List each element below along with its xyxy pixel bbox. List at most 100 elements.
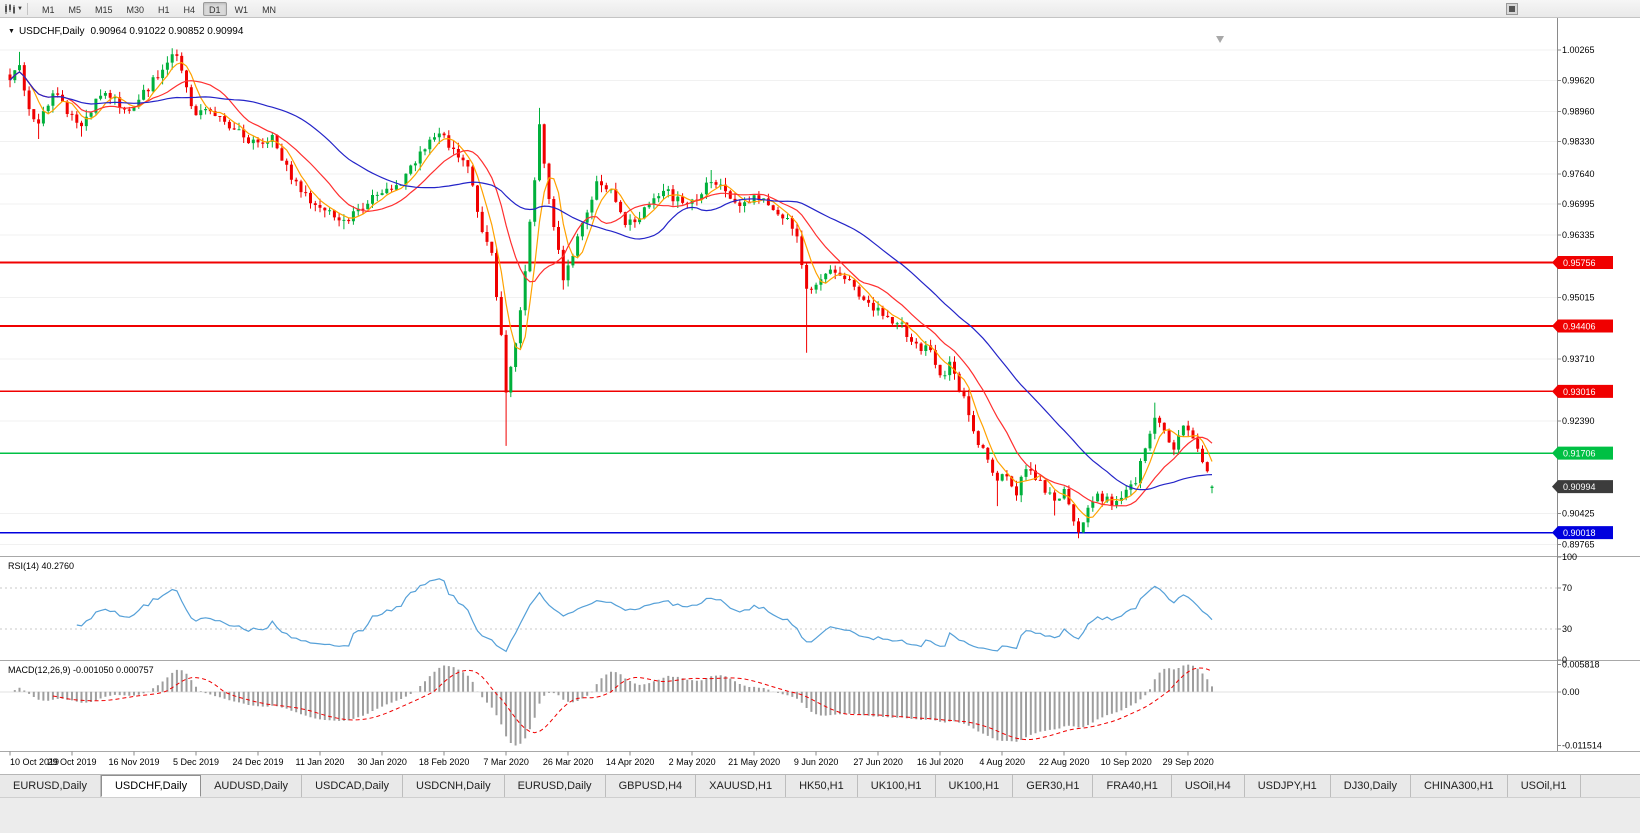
tab-7-xauusd-h1[interactable]: XAUUSD,H1 [696,775,787,797]
svg-text:30 Jan 2020: 30 Jan 2020 [357,757,407,767]
svg-text:0.98330: 0.98330 [1562,136,1595,146]
timeframe-button-w1[interactable]: W1 [234,4,249,15]
tab-12-fra40-h1[interactable]: FRA40,H1 [1093,775,1172,797]
svg-text:26 Mar 2020: 26 Mar 2020 [543,757,594,767]
docked-icon [1509,6,1515,12]
timeframe-button-h1[interactable]: H1 [158,4,170,15]
svg-text:0.00: 0.00 [1562,687,1580,697]
tab-4-usdcnh-daily[interactable]: USDCNH,Daily [403,775,505,797]
toolbar-separator [26,2,28,15]
tab-2-audusd-daily[interactable]: AUDUSD,Daily [201,775,303,797]
price-axis: 1.00265 0.99620 0.98960 0.98330 0.97640 0.969… [1557,45,1595,550]
svg-text:7 Mar 2020: 7 Mar 2020 [483,757,529,767]
svg-text:0.005818: 0.005818 [1562,660,1600,670]
svg-text:9 Jun 2020: 9 Jun 2020 [794,757,839,767]
svg-text:11 Jan 2020: 11 Jan 2020 [296,757,345,767]
svg-text:16 Jul 2020: 16 Jul 2020 [917,757,964,767]
chart-title: ▼ USDCHF,Daily 0.90964 0.91022 0.90852 0.9… [8,26,243,37]
timeframe-button-d1[interactable]: D1 [203,1,227,16]
rsi-axis: 100 70 30 0 [1557,552,1577,665]
svg-text:21 May 2020: 21 May 2020 [728,757,780,767]
svg-text:100: 100 [1562,552,1577,562]
svg-text:29 Oct 2019: 29 Oct 2019 [47,757,96,767]
timeframe-button-h4[interactable]: H4 [183,4,196,15]
timeframe-button-mn[interactable]: MN [262,4,277,15]
chart-symbol-label: USDCHF,Daily [18,26,85,37]
svg-text:0.99620: 0.99620 [1562,76,1595,86]
tab-0-eurusd-daily[interactable]: EURUSD,Daily [0,775,101,797]
macd-signal-line [52,667,1213,741]
tab-9-uk100-h1[interactable]: UK100,H1 [857,775,936,797]
svg-text:22 Aug 2020: 22 Aug 2020 [1039,757,1090,767]
tab-3-usdcad-daily[interactable]: USDCAD,Daily [302,775,404,797]
macd-histogram [13,664,1213,746]
tab-8-hk50-h1[interactable]: HK50,H1 [786,775,858,797]
tab-17-usoil-h1[interactable]: USOil,H1 [1507,775,1581,797]
chart-ohlc-values: 0.90964 0.91022 0.90852 0.90994 [90,26,244,37]
timeframe-button-m15[interactable]: M15 [94,4,113,15]
one-click-trading-arrow[interactable]: ▼ [8,28,15,35]
timeframe-button-m1[interactable]: M1 [41,4,55,15]
timeframe-button-m30[interactable]: M30 [126,4,145,15]
svg-text:0.97640: 0.97640 [1562,169,1595,179]
svg-text:0.90425: 0.90425 [1562,508,1595,518]
moving-average-lines [9,61,1213,519]
svg-text:0.93016: 0.93016 [1563,387,1596,397]
svg-text:0.92390: 0.92390 [1562,416,1595,426]
tab-5-eurusd-daily[interactable]: EURUSD,Daily [504,775,606,797]
tab-6-gbpusd-h4[interactable]: GBPUSD,H4 [605,775,697,797]
svg-text:5 Dec 2019: 5 Dec 2019 [173,757,219,767]
rsi-line [76,578,1213,653]
svg-text:27 Jun 2020: 27 Jun 2020 [853,757,903,767]
chart-shift-marker[interactable] [1216,36,1225,43]
chart-type-button[interactable]: ▼ [3,3,23,15]
chart-tabs: EURUSD,Daily USDCHF,Daily AUDUSD,Daily USDC… [0,774,1640,797]
level-price-tag: 0.94406 [1552,319,1613,333]
svg-text:0.98960: 0.98960 [1562,107,1595,117]
tab-13-usoil-h4[interactable]: USOil,H4 [1171,775,1245,797]
chart-canvas[interactable]: 1.00265 0.99620 0.98960 0.98330 0.97640 0.969… [0,0,1640,774]
svg-text:0.94406: 0.94406 [1563,322,1596,332]
tab-11-ger30-h1[interactable]: GER30,H1 [1013,775,1094,797]
toolbar-docked-button[interactable] [1506,3,1518,15]
grid-lines [0,49,1557,545]
svg-text:16 Nov 2019: 16 Nov 2019 [108,757,159,767]
current-price-tag: 0.90994 [1552,480,1613,494]
rsi-label: RSI(14) 40.2760 [8,561,75,571]
svg-text:0.95015: 0.95015 [1562,292,1595,302]
tab-16-china300-h1[interactable]: CHINA300,H1 [1410,775,1508,797]
svg-text:0.96335: 0.96335 [1562,230,1595,240]
tab-14-usdjpy-h1[interactable]: USDJPY,H1 [1244,775,1331,797]
tab-15-dj30-daily[interactable]: DJ30,Daily [1330,775,1411,797]
horizontal-level-lines[interactable] [0,261,1557,534]
candlestick-chart-icon [5,3,15,14]
svg-text:0.89765: 0.89765 [1562,540,1595,550]
level-price-tag: 0.91706 [1552,446,1613,460]
tab-10-uk100-h1[interactable]: UK100,H1 [935,775,1014,797]
tab-1-usdchf-daily[interactable]: USDCHF,Daily [100,775,202,797]
svg-text:0: 0 [1562,655,1567,665]
status-bar [0,797,1640,833]
level-price-tag: 0.93016 [1552,384,1613,398]
timeframe-buttons: M1 M5 M15 M30 H1 H4 D1 W1 MN [35,1,283,16]
svg-text:10 Oct 2019: 10 Oct 2019 [10,757,59,767]
svg-text:0.93710: 0.93710 [1562,354,1595,364]
svg-text:10 Sep 2020: 10 Sep 2020 [1101,757,1152,767]
macd-label: MACD(12,26,9) -0.001050 0.000757 [8,665,154,675]
svg-text:30: 30 [1562,624,1572,634]
svg-text:0.90018: 0.90018 [1563,528,1596,538]
svg-text:4 Aug 2020: 4 Aug 2020 [979,757,1025,767]
svg-text:70: 70 [1562,583,1572,593]
svg-text:29 Sep 2020: 29 Sep 2020 [1163,757,1214,767]
svg-text:2 May 2020: 2 May 2020 [669,757,716,767]
svg-text:0.95756: 0.95756 [1563,258,1596,268]
svg-text:24 Dec 2019: 24 Dec 2019 [232,757,283,767]
panel-separators[interactable] [0,556,1640,752]
timeframe-button-m5[interactable]: M5 [68,4,81,15]
timeframe-toolbar: ▼ M1 M5 M15 M30 H1 H4 D1 W1 MN [0,0,1640,18]
macd-axis: 0.005818 0.00 -0.011514 [1557,660,1602,751]
svg-text:-0.011514: -0.011514 [1562,741,1602,751]
svg-text:14 Apr 2020: 14 Apr 2020 [606,757,655,767]
svg-text:0.96995: 0.96995 [1562,199,1595,209]
